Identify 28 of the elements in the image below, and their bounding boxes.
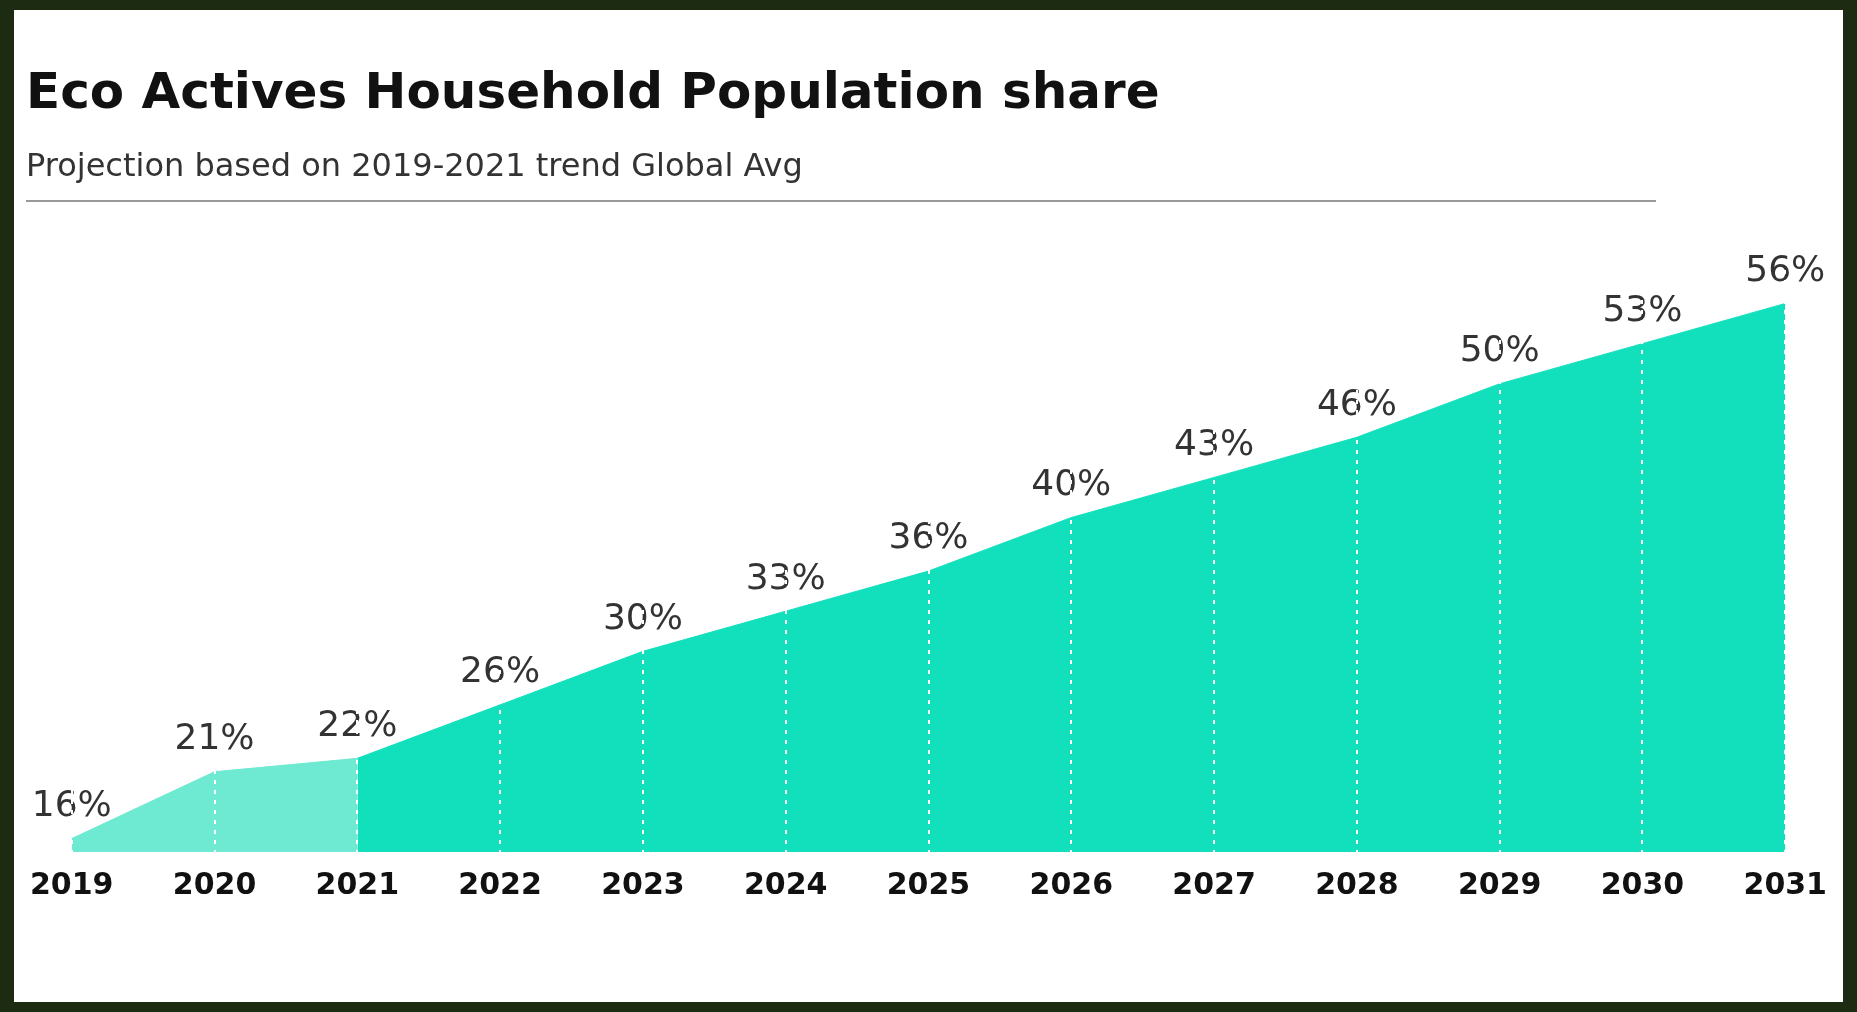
x-tick-label: 2019	[30, 865, 114, 901]
data-label: 16%	[31, 782, 112, 824]
data-label: 43%	[1174, 421, 1255, 463]
x-tick-label: 2030	[1600, 865, 1685, 901]
data-label: 22%	[317, 702, 398, 744]
data-label: 26%	[460, 649, 541, 691]
data-label: 30%	[602, 595, 683, 637]
x-tick-label: 2021	[315, 865, 400, 901]
data-label: 50%	[1459, 328, 1540, 370]
x-tick-label: 2025	[886, 865, 971, 901]
x-tick-label: 2029	[1457, 865, 1542, 901]
data-label: 33%	[745, 555, 826, 597]
data-label: 40%	[1031, 461, 1112, 503]
data-label: 21%	[174, 716, 255, 758]
x-tick-label: 2028	[1315, 865, 1399, 901]
x-tick-label: 2026	[1029, 865, 1114, 901]
data-label: 36%	[888, 515, 969, 557]
chart-title: Eco Actives Household Population share	[26, 62, 1160, 120]
x-tick-label: 2027	[1172, 865, 1256, 901]
data-label: 56%	[1745, 247, 1826, 289]
chart-subtitle: Projection based on 2019-2021 trend Global Avg	[26, 146, 803, 184]
data-label: 46%	[1316, 381, 1397, 423]
x-tick-label: 2020	[172, 865, 257, 901]
x-tick-label: 2023	[601, 865, 685, 901]
data-label: 53%	[1602, 288, 1683, 329]
x-tick-label: 2024	[743, 865, 828, 901]
x-tick-label: 2031	[1743, 865, 1827, 901]
x-tick-label: 2022	[458, 865, 542, 901]
